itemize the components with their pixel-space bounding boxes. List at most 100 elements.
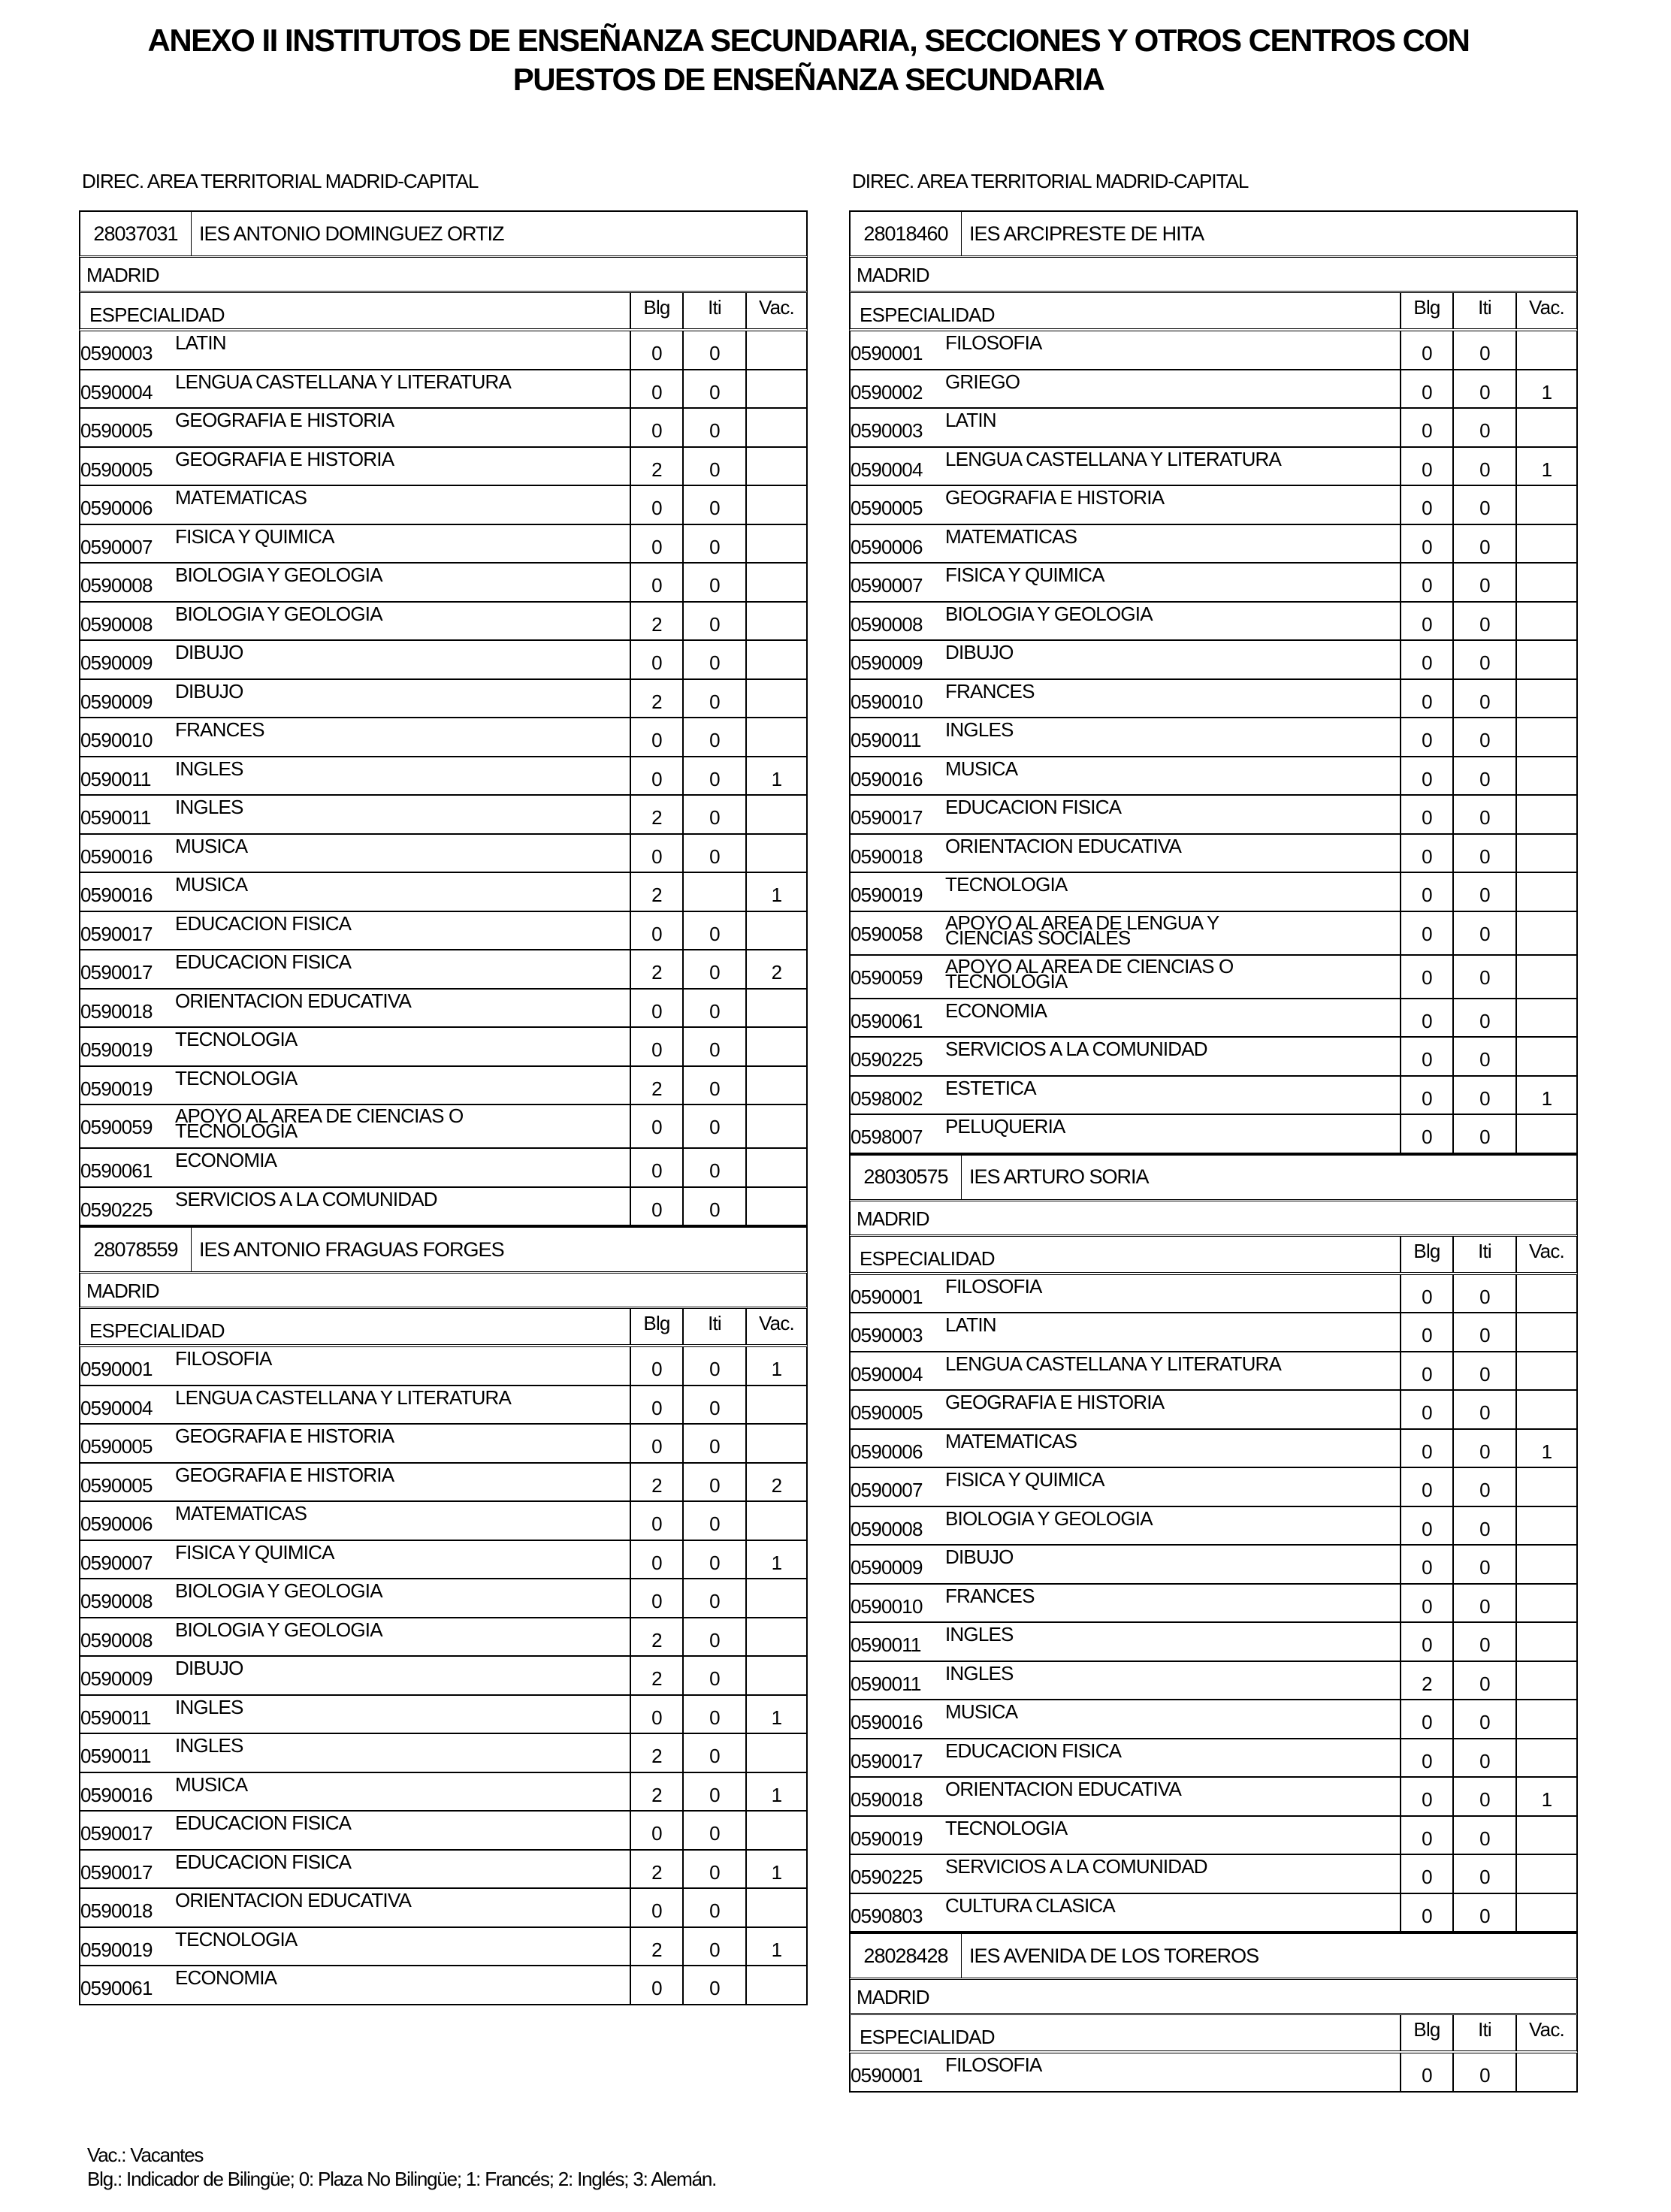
especialidad-cell: 0590225 SERVICIOS A LA COMUNIDAD	[851, 1038, 1400, 1075]
especialidad-code: 0590019	[80, 1938, 153, 1961]
especialidad-cell: 0590005 GEOGRAFIA E HISTORIA	[80, 409, 630, 446]
vac-cell	[1515, 999, 1576, 1036]
especialidad-code: 0590016	[80, 884, 153, 906]
especialidad-cell: 0590017 EDUCACION FISICA	[851, 796, 1400, 833]
iti-cell: 0	[682, 331, 745, 369]
iti-cell: 0	[1452, 486, 1515, 524]
table-row: 0590002 GRIEGO 0 0 1	[849, 370, 1578, 409]
table-row: 0590005 GEOGRAFIA E HISTORIA 2 0	[79, 447, 808, 486]
blg-cell: 0	[630, 718, 682, 756]
especialidad-name: PELUQUERIA	[945, 1115, 1065, 1138]
table-row: 0590008 BIOLOGIA Y GEOLOGIA 0 0	[79, 564, 808, 603]
table-row: 0590005 GEOGRAFIA E HISTORIA 0 0	[79, 409, 808, 448]
header-iti: Iti	[1452, 2015, 1515, 2050]
especialidad-cell: 0590061 ECONOMIA	[80, 1966, 630, 2004]
vac-cell	[1515, 1038, 1576, 1075]
vac-cell	[1515, 1506, 1576, 1544]
especialidad-cell: 0590017 EDUCACION FISICA	[80, 950, 630, 988]
header-blg: Blg	[1400, 2015, 1452, 2050]
table-row: 0590016 MUSICA 0 0	[79, 834, 808, 873]
especialidad-name: TECNOLOGIA	[175, 1927, 298, 1951]
iti-cell: 0	[682, 1927, 745, 1965]
especialidad-cell: 0590005 GEOGRAFIA E HISTORIA	[80, 448, 630, 485]
especialidad-name: FRANCES	[945, 1584, 1035, 1607]
table-row: 0590006 MATEMATICAS 0 0	[849, 524, 1578, 564]
especialidad-name: LATIN	[945, 1313, 997, 1336]
table-row: 0590225 SERVICIOS A LA COMUNIDAD 0 0	[849, 1038, 1578, 1077]
iti-cell: 0	[682, 1347, 745, 1385]
iti-cell: 0	[1452, 524, 1515, 562]
iti-cell: 0	[682, 641, 745, 678]
vac-cell	[1515, 1700, 1576, 1738]
header-blg: Blg	[630, 293, 682, 328]
vac-cell	[1515, 602, 1576, 639]
blg-cell: 0	[630, 1502, 682, 1540]
blg-cell: 0	[630, 370, 682, 407]
iti-cell: 0	[1452, 718, 1515, 756]
title-line-2: PUESTOS DE ENSEÑANZA SECUNDARIA	[512, 62, 1105, 97]
especialidad-code: 0590001	[851, 2064, 923, 2087]
especialidad-code: 0590061	[851, 1009, 923, 1032]
especialidad-cell: 0590011 INGLES	[80, 1734, 630, 1772]
vac-cell	[745, 1425, 806, 1462]
especialidad-cell: 0590061 ECONOMIA	[80, 1149, 630, 1186]
iti-cell: 0	[1452, 1739, 1515, 1776]
especialidad-name: LENGUA CASTELLANA Y LITERATURA	[175, 370, 512, 393]
especialidad-code: 0590005	[851, 497, 923, 519]
header-especialidad: ESPECIALIDAD	[860, 1247, 995, 1270]
especialidad-code: 0590001	[851, 342, 923, 364]
table-row: 0590005 GEOGRAFIA E HISTORIA 2 0 2	[79, 1463, 808, 1502]
blg-cell: 0	[1400, 1506, 1452, 1544]
especialidad-code: 0590803	[851, 1904, 923, 1927]
especialidad-cell: 0598007 PELUQUERIA	[851, 1115, 1400, 1153]
especialidad-name: FRANCES	[175, 718, 264, 741]
vac-cell	[1515, 873, 1576, 911]
table-row: 0590004 LENGUA CASTELLANA Y LITERATURA 0…	[79, 370, 808, 409]
especialidad-cell: 0590008 BIOLOGIA Y GEOLOGIA	[80, 1618, 630, 1656]
blg-cell: 2	[630, 1772, 682, 1810]
vac-cell: 1	[745, 1695, 806, 1733]
especialidad-name: INGLES	[945, 718, 1014, 741]
especialidad-cell: 0590003 LATIN	[80, 331, 630, 369]
especialidad-code: 0590011	[80, 1745, 152, 1767]
especialidad-code: 0590011	[80, 1706, 152, 1729]
especialidad-code: 0590006	[80, 497, 153, 519]
table-row: 0590061 ECONOMIA 0 0	[849, 999, 1578, 1038]
especialidad-code: 0590061	[80, 1159, 153, 1182]
especialidad-name: FILOSOFIA	[945, 1274, 1042, 1298]
especialidad-cell: 0590007 FISICA Y QUIMICA	[851, 1468, 1400, 1506]
iti-cell: 0	[682, 911, 745, 949]
table-row: 0590019 TECNOLOGIA 0 0	[79, 1028, 808, 1067]
iti-cell: 0	[682, 796, 745, 833]
especialidad-name: BIOLOGIA Y GEOLOGIA	[175, 1618, 383, 1641]
iti-cell: 0	[1452, 1816, 1515, 1854]
vac-cell	[745, 331, 806, 369]
blg-cell: 0	[1400, 1115, 1452, 1153]
center-header: 28078559 IES ANTONIO FRAGUAS FORGES	[79, 1226, 808, 1274]
table-row: 0590017 EDUCACION FISICA 2 0 2	[79, 950, 808, 990]
especialidad-name: INGLES	[175, 757, 243, 780]
table-header: ESPECIALIDAD Blg Iti Vac.	[849, 293, 1578, 331]
center-header: 28018460 IES ARCIPRESTE DE HITA	[849, 210, 1578, 258]
vac-cell	[1515, 955, 1576, 998]
table-row: 0590011 INGLES 2 0	[849, 1661, 1578, 1700]
area-label: DIREC. AREA TERRITORIAL MADRID-CAPITAL	[852, 170, 1249, 192]
blg-cell: 0	[1400, 718, 1452, 756]
iti-cell: 0	[1452, 834, 1515, 872]
especialidad-cell: 0590004 LENGUA CASTELLANA Y LITERATURA	[851, 448, 1400, 485]
especialidad-code: 0590225	[80, 1198, 153, 1221]
especialidad-code: 0590017	[80, 1822, 153, 1845]
especialidad-cell: 0590008 BIOLOGIA Y GEOLOGIA	[80, 603, 630, 640]
blg-cell: 2	[630, 679, 682, 717]
table-row: 0590017 EDUCACION FISICA 0 0	[79, 1812, 808, 1851]
especialidad-name: BIOLOGIA Y GEOLOGIA	[945, 602, 1153, 625]
blg-cell: 0	[1400, 796, 1452, 833]
especialidad-code: 0590008	[851, 612, 923, 636]
iti-cell: 0	[682, 1657, 745, 1694]
especialidad-cell: 0590007 FISICA Y QUIMICA	[80, 1541, 630, 1579]
blg-cell: 0	[630, 409, 682, 446]
especialidad-code: 0590011	[80, 806, 152, 829]
header-vac: Vac.	[745, 1309, 806, 1344]
vac-cell	[1515, 1584, 1576, 1621]
especialidad-code: 0590011	[851, 1633, 922, 1656]
